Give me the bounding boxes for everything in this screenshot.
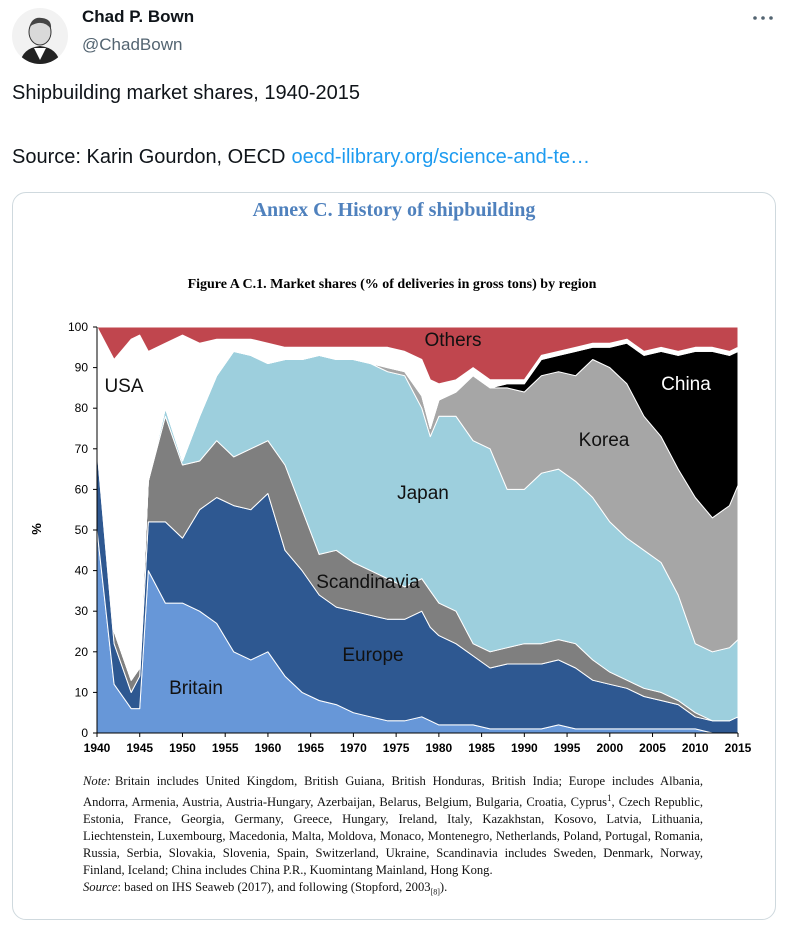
y-tick-label: 30 bbox=[75, 604, 89, 618]
x-tick-label: 1975 bbox=[383, 741, 410, 755]
source-text: : based on IHS Seaweb (2017), and follow… bbox=[117, 880, 431, 895]
x-tick-label: 2005 bbox=[639, 741, 666, 755]
series-label: Others bbox=[424, 330, 481, 351]
user-handle[interactable]: @ChadBown bbox=[82, 35, 183, 54]
x-tick-label: 2000 bbox=[596, 741, 623, 755]
tweet-source: Source: Karin Gourdon, OECD oecd-ilibrary… bbox=[12, 146, 590, 169]
link[interactable]: oecd-ilibrary.org/science-and-te… bbox=[291, 146, 591, 168]
x-tick-label: 2010 bbox=[682, 741, 709, 755]
note-text: , Czech Republic, Estonia, France, Georg… bbox=[83, 795, 703, 878]
y-tick-label: 50 bbox=[75, 523, 89, 537]
source-end: ). bbox=[439, 880, 448, 895]
x-tick-label: 1960 bbox=[255, 741, 282, 755]
series-label: Europe bbox=[342, 645, 403, 666]
y-tick-label: 40 bbox=[75, 564, 89, 578]
y-axis-label: % bbox=[29, 523, 44, 535]
x-tick-label: 1950 bbox=[169, 741, 196, 755]
note-superscript: 1 bbox=[607, 793, 612, 803]
y-tick-label: 80 bbox=[75, 401, 89, 415]
tweet-text: Shipbuilding market shares, 1940-2015 bbox=[12, 82, 360, 104]
more-menu[interactable] bbox=[750, 12, 776, 24]
figure-note: Note: Britain includes United Kingdom, Br… bbox=[83, 773, 703, 901]
x-tick-label: 1945 bbox=[126, 741, 153, 755]
y-tick-label: 60 bbox=[75, 482, 89, 496]
y-tick-label: 0 bbox=[81, 726, 88, 740]
x-tick-label: 1970 bbox=[340, 741, 367, 755]
series-label: China bbox=[661, 374, 711, 395]
chart: Figure A C.1. Market shares (% of delive… bbox=[29, 277, 752, 755]
series-label: USA bbox=[104, 376, 143, 397]
source-subscript: [8] bbox=[430, 887, 440, 897]
image-card[interactable]: Annex C. History of shipbuilding Figure … bbox=[12, 192, 776, 920]
y-tick-label: 70 bbox=[75, 442, 89, 456]
series-label: Japan bbox=[397, 483, 449, 504]
x-tick-label: 1955 bbox=[212, 741, 239, 755]
y-tick-label: 100 bbox=[68, 320, 88, 334]
x-tick-label: 1985 bbox=[468, 741, 495, 755]
chart-title: Figure A C.1. Market shares (% of delive… bbox=[188, 277, 597, 292]
source-prefix: Source: Karin Gourdon, OECD bbox=[12, 146, 286, 168]
x-tick-label: 1965 bbox=[297, 741, 324, 755]
x-tick-label: 1980 bbox=[426, 741, 453, 755]
x-tick-label: 2015 bbox=[725, 741, 752, 755]
y-tick-label: 10 bbox=[75, 685, 89, 699]
note-text: Britain includes United Kingdom, British… bbox=[83, 774, 703, 810]
source-label: Source bbox=[83, 880, 118, 895]
x-tick-label: 1995 bbox=[554, 741, 581, 755]
user-name[interactable]: Chad P. Bown bbox=[82, 7, 195, 26]
series-label: Britain bbox=[169, 678, 223, 699]
series-label: Korea bbox=[579, 430, 630, 451]
avatar[interactable] bbox=[12, 8, 68, 64]
figure-heading: Annex C. History of shipbuilding bbox=[252, 199, 536, 221]
y-tick-label: 20 bbox=[75, 645, 89, 659]
series-label: Scandinavia bbox=[316, 572, 420, 593]
y-tick-label: 90 bbox=[75, 361, 89, 375]
x-tick-label: 1990 bbox=[511, 741, 538, 755]
x-tick-label: 1940 bbox=[84, 741, 111, 755]
note-label: Note: bbox=[83, 774, 111, 788]
area bbox=[96, 326, 739, 385]
